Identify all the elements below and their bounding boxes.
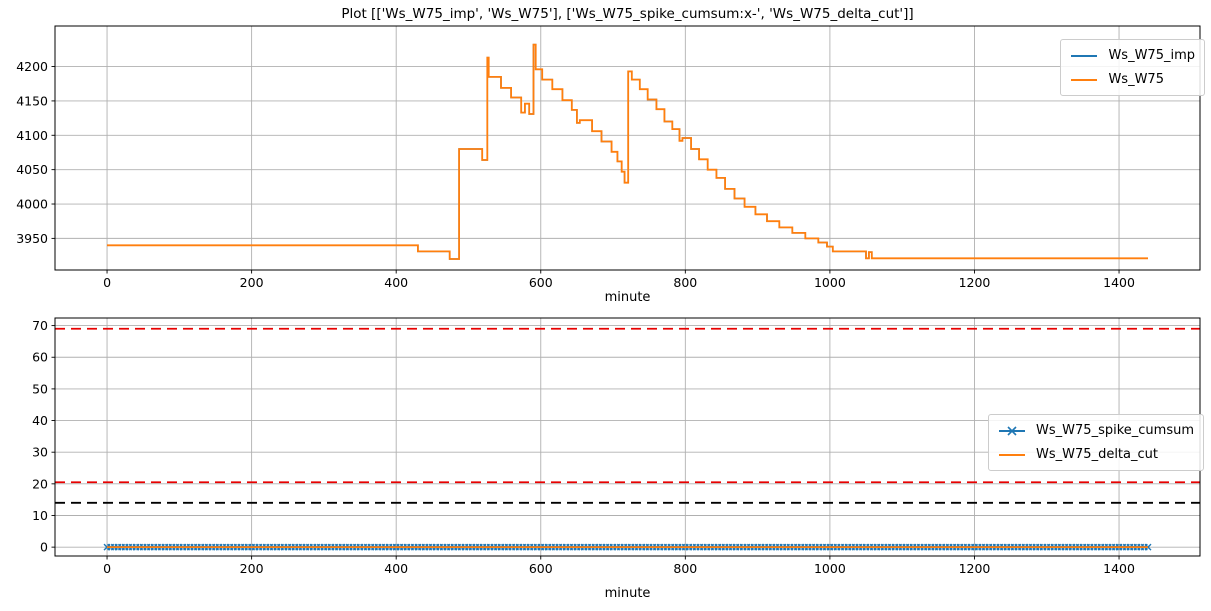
legend-label: Ws_W75_imp [1108, 48, 1195, 63]
svg-text:3950: 3950 [16, 231, 48, 246]
svg-text:1200: 1200 [959, 275, 991, 290]
legend-entry: Ws_W75 [1069, 69, 1195, 90]
svg-text:20: 20 [32, 476, 48, 491]
legend-label: Ws_W75_spike_cumsum [1036, 423, 1194, 438]
legend-line-icon [1071, 54, 1098, 57]
legend-label: Ws_W75 [1108, 72, 1164, 87]
svg-text:800: 800 [673, 561, 697, 576]
svg-text:600: 600 [529, 561, 553, 576]
svg-text:800: 800 [673, 275, 697, 290]
svg-text:70: 70 [32, 318, 48, 333]
svg-text:1400: 1400 [1103, 275, 1135, 290]
svg-text:4150: 4150 [16, 93, 48, 108]
svg-text:4000: 4000 [16, 197, 48, 212]
svg-text:1200: 1200 [959, 561, 991, 576]
svg-text:1400: 1400 [1103, 561, 1135, 576]
svg-text:40: 40 [32, 413, 48, 428]
svg-text:50: 50 [32, 381, 48, 396]
legend-line-icon [999, 453, 1026, 456]
svg-text:0: 0 [40, 540, 48, 555]
svg-text:60: 60 [32, 350, 48, 365]
svg-text:4050: 4050 [16, 162, 48, 177]
legend-label: Ws_W75_delta_cut [1036, 447, 1158, 462]
svg-text:10: 10 [32, 508, 48, 523]
svg-text:400: 400 [384, 275, 408, 290]
svg-text:4200: 4200 [16, 59, 48, 74]
svg-text:600: 600 [529, 275, 553, 290]
svg-text:30: 30 [32, 445, 48, 460]
legend-line-icon [1071, 78, 1098, 81]
legend-entry: Ws_W75_spike_cumsum [997, 420, 1194, 441]
legend-entry: Ws_W75_imp [1069, 45, 1195, 66]
svg-text:200: 200 [240, 275, 264, 290]
legend-entry: Ws_W75_delta_cut [997, 444, 1194, 465]
svg-text:1000: 1000 [814, 275, 846, 290]
svg-text:400: 400 [384, 561, 408, 576]
svg-text:4100: 4100 [16, 128, 48, 143]
svg-text:0: 0 [103, 561, 111, 576]
top-legend: Ws_W75_imp Ws_W75 [1060, 39, 1205, 96]
figure-title: Plot [['Ws_W75_imp', 'Ws_W75'], ['Ws_W75… [341, 6, 914, 22]
bottom-xaxis-label: minute [604, 586, 651, 601]
bottom-legend: Ws_W75_spike_cumsum Ws_W75_delta_cut [988, 414, 1204, 471]
svg-text:200: 200 [240, 561, 264, 576]
legend-x-marker-line-icon [999, 425, 1026, 436]
svg-text:0: 0 [103, 275, 111, 290]
svg-text:1000: 1000 [814, 561, 846, 576]
top-xaxis-label: minute [604, 290, 651, 305]
